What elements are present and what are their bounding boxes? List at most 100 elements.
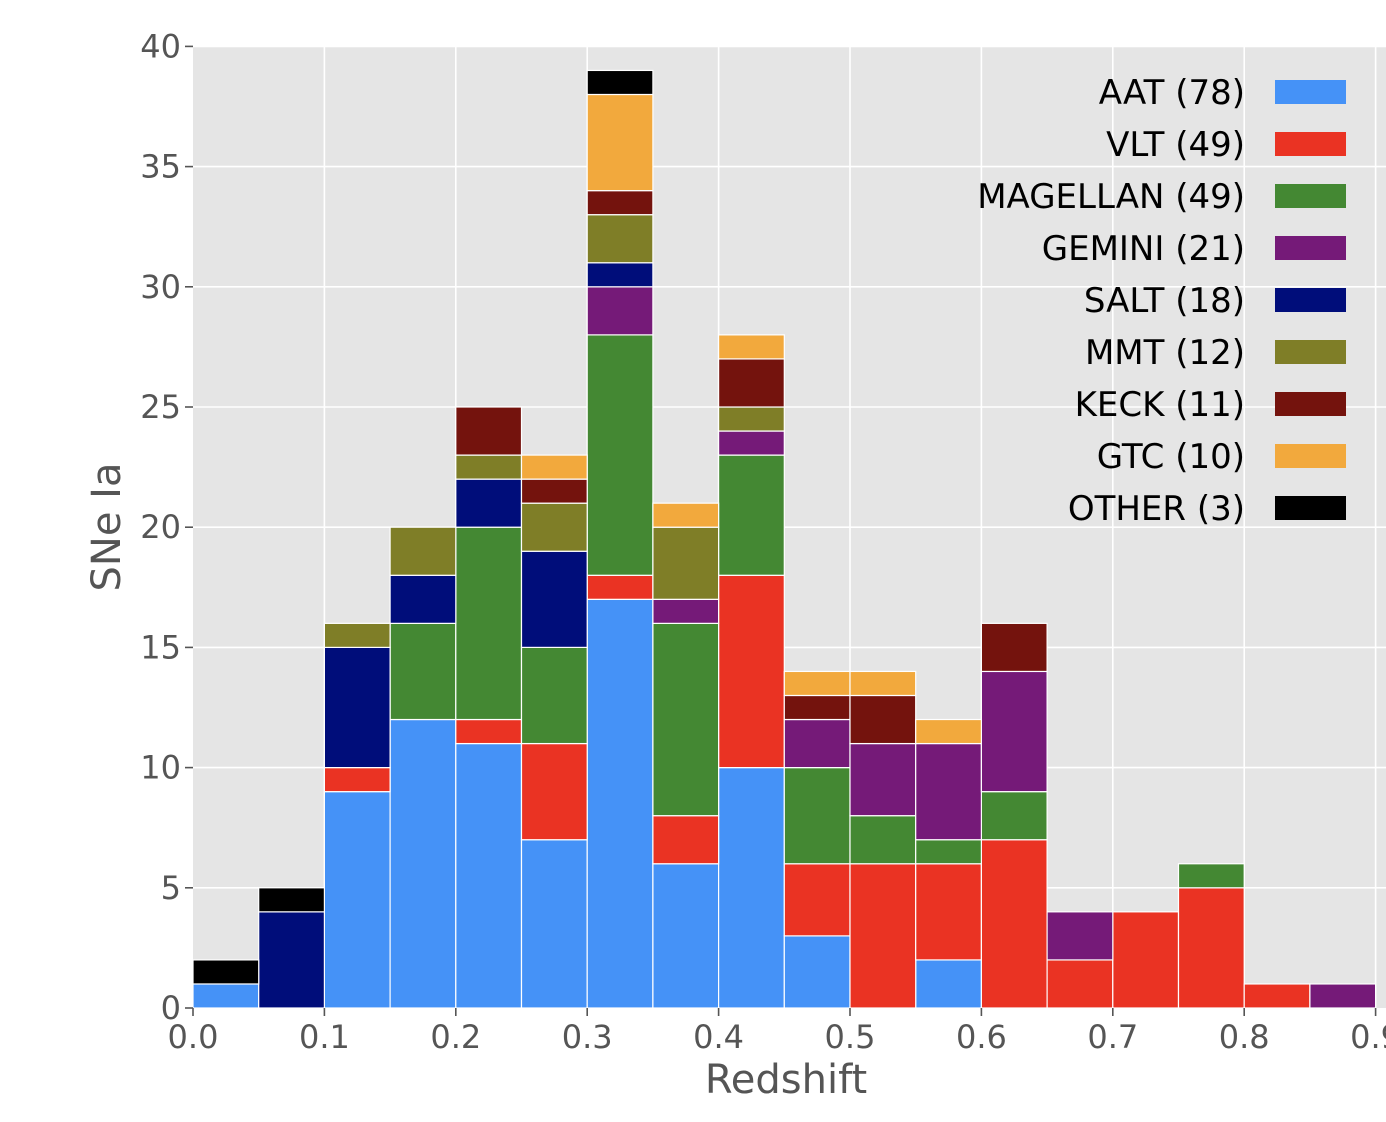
bar-segment <box>849 815 917 865</box>
bar-segment <box>652 598 720 624</box>
bar-segment <box>915 742 983 841</box>
bar-segment <box>323 791 391 1009</box>
legend-label: GTC (10) <box>1097 437 1245 477</box>
bar-segment <box>915 863 983 961</box>
bar-segment <box>717 430 785 456</box>
legend-swatch <box>1275 184 1346 208</box>
x-tick-label: 0.5 <box>825 1018 876 1056</box>
bar-segment <box>717 454 785 576</box>
legend-label: OTHER (3) <box>1068 489 1245 529</box>
bar-segment <box>586 574 654 600</box>
legend-label: MMT (12) <box>1085 333 1245 373</box>
bar-segment <box>652 863 720 1009</box>
bar-segment <box>1177 863 1245 889</box>
y-tick-label: 20 <box>140 508 181 546</box>
x-tick-label: 0.6 <box>956 1018 1007 1056</box>
bar-segment <box>586 214 654 264</box>
x-tick-label: 0.0 <box>168 1018 219 1056</box>
bar-segment <box>717 358 785 408</box>
bar-segment <box>783 766 851 865</box>
bar-segment <box>455 406 523 456</box>
bar-segment <box>717 574 785 769</box>
bar-segment <box>389 622 457 721</box>
x-tick-label: 0.3 <box>562 1018 613 1056</box>
bar-segment <box>717 334 785 360</box>
bar-segment <box>849 863 917 1009</box>
bar-segment <box>915 718 983 745</box>
bar-segment <box>652 815 720 865</box>
bar-segment <box>586 69 654 96</box>
bars <box>192 69 1377 1009</box>
legend-swatch <box>1275 132 1346 156</box>
legend-swatch <box>1275 80 1346 104</box>
bar-segment <box>980 670 1048 793</box>
bar-segment <box>389 718 457 1009</box>
bar-segment <box>717 766 785 1009</box>
legend-label: AAT (78) <box>1099 73 1245 113</box>
bar-segment <box>389 574 457 624</box>
bar-segment <box>586 190 654 216</box>
legend-label: MAGELLAN (49) <box>977 177 1245 217</box>
bar-segment <box>849 670 917 697</box>
bar-segment <box>783 718 851 769</box>
bar-segment <box>1309 983 1377 1009</box>
legend-swatch <box>1275 288 1346 312</box>
x-tick-label: 0.2 <box>430 1018 481 1056</box>
bar-segment <box>586 334 654 576</box>
y-tick-label: 25 <box>140 388 181 426</box>
legend-swatch <box>1275 236 1346 260</box>
bar-segment <box>783 935 851 1009</box>
bar-segment <box>652 502 720 528</box>
bar-segment <box>455 454 523 480</box>
bar-segment <box>980 622 1048 673</box>
legend-label: SALT (18) <box>1084 281 1245 321</box>
bar-segment <box>389 526 457 576</box>
y-axis-ticks: 0 5 10 15 20 25 30 35 40 <box>140 27 193 1027</box>
y-tick-label: 30 <box>140 268 181 306</box>
bar-segment <box>586 262 654 288</box>
y-tick-label: 10 <box>140 749 181 787</box>
bar-segment <box>520 646 588 745</box>
bar-segment <box>849 742 917 817</box>
bar-segment <box>192 959 260 985</box>
legend-swatch <box>1275 340 1346 364</box>
bar-segment <box>323 622 391 648</box>
bar-segment <box>586 286 654 336</box>
bar-segment <box>258 911 326 1009</box>
x-tick-label: 0.8 <box>1219 1018 1270 1056</box>
y-tick-label: 0 <box>161 989 181 1027</box>
bar-segment <box>783 863 851 937</box>
y-axis-title: SNe Ia <box>84 463 130 592</box>
y-tick-label: 40 <box>140 27 181 65</box>
y-tick-label: 5 <box>161 869 181 907</box>
legend-label: VLT (49) <box>1106 125 1245 165</box>
bar-segment <box>1177 887 1245 1009</box>
bar-segment <box>258 887 326 913</box>
bar-segment <box>915 959 983 1009</box>
bar-segment <box>520 742 588 841</box>
x-axis-ticks: 0.0 0.1 0.2 0.3 0.4 0.5 0.6 0.7 0.8 0.9 <box>168 1008 1386 1056</box>
bar-segment <box>520 502 588 552</box>
bar-segment <box>652 622 720 817</box>
legend-swatch <box>1275 392 1346 416</box>
bar-segment <box>455 526 523 721</box>
bar-segment <box>915 839 983 865</box>
bar-segment <box>323 646 391 769</box>
y-tick-label: 35 <box>140 148 181 186</box>
bar-segment <box>455 718 523 745</box>
legend: AAT (78) VLT (49) MAGELLAN (49) GEMINI (21)… <box>977 73 1346 529</box>
bar-segment <box>520 839 588 1009</box>
bar-segment <box>455 742 523 1009</box>
bar-segment <box>849 694 917 745</box>
legend-swatch <box>1275 444 1346 468</box>
legend-label: GEMINI (21) <box>1042 229 1245 269</box>
legend-label: KECK (11) <box>1075 385 1245 425</box>
bar-segment <box>652 526 720 600</box>
bar-segment <box>980 839 1048 1009</box>
bar-segment <box>1046 911 1114 961</box>
legend-swatch <box>1275 496 1346 520</box>
bar-segment <box>783 670 851 697</box>
bar-segment <box>586 598 654 1009</box>
bar-segment <box>783 694 851 721</box>
